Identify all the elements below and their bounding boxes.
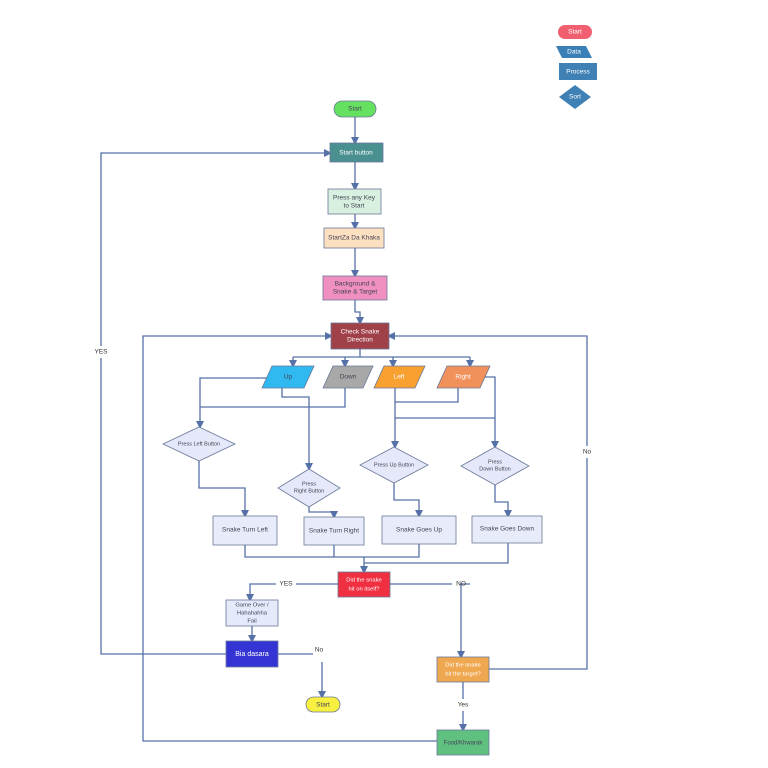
- edge-bia-yes-restart: [100, 153, 330, 655]
- svg-text:Down Button: Down Button: [479, 466, 511, 472]
- legend-data-label: Data: [567, 49, 581, 56]
- svg-text:Bia dasara: Bia dasara: [235, 651, 269, 658]
- node-start-button: Start button: [329, 142, 384, 163]
- svg-text:Press: Press: [302, 481, 316, 487]
- svg-text:to Start: to Start: [344, 203, 365, 210]
- edge-up-to-press-right: [281, 388, 313, 471]
- svg-text:Snake Turn Right: Snake Turn Right: [309, 528, 359, 535]
- legend-start-label: Start: [568, 29, 582, 36]
- edge-merge: [244, 543, 509, 564]
- svg-text:Press Left Button: Press Left Button: [178, 441, 220, 447]
- svg-text:Check Snake: Check Snake: [341, 329, 380, 336]
- svg-text:Snake Turn Left: Snake Turn Left: [222, 527, 268, 534]
- node-hit-target: Did the snake hit the target?: [436, 656, 490, 683]
- svg-text:Snake Goes Up: Snake Goes Up: [396, 527, 442, 534]
- node-goes-down: Snake Goes Down: [471, 515, 543, 544]
- node-press-up: Press Up Button: [359, 446, 429, 484]
- label-no-bia: No: [315, 647, 324, 654]
- svg-text:Snake Goes Down: Snake Goes Down: [480, 526, 535, 533]
- node-press-right: Press Right Button: [277, 468, 341, 508]
- svg-text:Press: Press: [488, 459, 502, 465]
- svg-text:Start: Start: [316, 702, 330, 709]
- node-start-za: StartZa Da Khaka: [323, 227, 385, 249]
- svg-text:Start button: Start button: [339, 150, 373, 157]
- svg-text:Down: Down: [340, 374, 357, 381]
- edge-up-to-press-left: [196, 377, 270, 429]
- node-left: Left: [373, 365, 426, 389]
- svg-text:Did the snake: Did the snake: [346, 578, 381, 584]
- node-down: Down: [322, 365, 374, 389]
- node-turn-right: Snake Turn Right: [303, 516, 365, 546]
- label-no-target: No: [583, 449, 592, 456]
- legend-process-label: Process: [566, 69, 590, 76]
- svg-text:Start: Start: [348, 106, 362, 113]
- edge-press-right-to-turn-right: [308, 507, 338, 519]
- edge-background-to-check: [354, 300, 364, 325]
- svg-text:hit on itself?: hit on itself?: [349, 587, 381, 593]
- legend-data-shape: [556, 46, 592, 58]
- edge-press-left-to-turn-left: [198, 461, 249, 518]
- svg-text:Up: Up: [284, 374, 293, 381]
- edges: [100, 117, 588, 742]
- svg-text:Fail: Fail: [247, 619, 256, 625]
- node-start: Start: [333, 100, 377, 118]
- svg-text:Background &: Background &: [335, 281, 376, 288]
- node-bia-dasara: Bia dasara: [225, 640, 279, 668]
- svg-text:Press any Key: Press any Key: [333, 195, 376, 202]
- svg-text:Press Up Button: Press Up Button: [374, 462, 414, 468]
- node-press-any-key: Press any Key to Start: [327, 188, 382, 215]
- node-food: Food/Khwarak: [436, 729, 490, 756]
- svg-text:Right: Right: [455, 374, 470, 381]
- svg-text:Left: Left: [394, 374, 405, 381]
- edge-target-no: [389, 336, 588, 670]
- edge-right-to-press-down: [484, 376, 499, 449]
- node-check-direction: Check Snake Direction: [330, 322, 390, 350]
- legend-process-shape: [559, 63, 597, 80]
- edge-right-to-press-up: [395, 388, 459, 403]
- svg-text:Snake & Target: Snake & Target: [333, 289, 378, 296]
- svg-text:StartZa Da Khaka: StartZa Da Khaka: [328, 235, 380, 242]
- label-no-itself: NO: [456, 581, 466, 588]
- label-yes-restart: YES: [94, 349, 108, 356]
- svg-text:Right Button: Right Button: [294, 488, 324, 494]
- svg-text:Did the snake: Did the snake: [445, 663, 480, 669]
- label-yes-target: Yes: [458, 702, 469, 709]
- node-press-left: Press Left Button: [162, 426, 236, 462]
- node-game-over: Game Over / Hahahahha Fail: [225, 599, 279, 627]
- legend: Start Data Process Sort: [556, 25, 597, 109]
- node-hit-itself: Did the snake hit on itself?: [337, 571, 391, 598]
- legend-sort-shape: [559, 85, 591, 109]
- label-yes-itself: YES: [279, 581, 293, 588]
- svg-text:Game Over /: Game Over /: [235, 603, 269, 609]
- edge-down-to-press-left: [200, 388, 346, 408]
- node-goes-up: Snake Goes Up: [381, 515, 457, 545]
- edge-hit-itself-yes: [250, 583, 338, 600]
- node-turn-left: Snake Turn Left: [212, 515, 278, 546]
- svg-text:Direction: Direction: [347, 337, 373, 344]
- edge-food-loop: [142, 332, 437, 742]
- node-end-start: Start: [305, 696, 341, 713]
- node-background: Background & Snake & Target: [322, 275, 388, 301]
- edge-hit-itself-no: [390, 583, 470, 657]
- legend-sort-label: Sort: [569, 94, 581, 101]
- edge-check-split: [293, 349, 470, 358]
- svg-text:Food/Khwarak: Food/Khwarak: [444, 741, 484, 747]
- node-press-down: Press Down Button: [460, 446, 530, 486]
- edge-press-down-to-goes-down: [494, 485, 512, 518]
- edge-press-up-to-goes-up: [393, 483, 423, 518]
- legend-start-shape: [558, 25, 592, 39]
- svg-text:Hahahahha: Hahahahha: [237, 611, 268, 617]
- svg-text:hit the target?: hit the target?: [445, 672, 481, 678]
- node-right: Right: [436, 365, 491, 389]
- node-up: Up: [261, 365, 315, 389]
